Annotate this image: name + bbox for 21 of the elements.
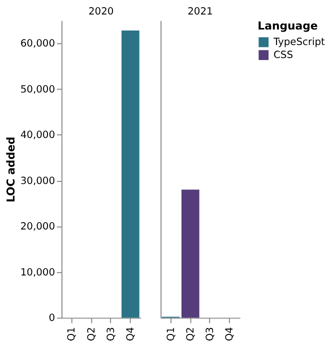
- x-tick-label: Q3: [204, 327, 216, 342]
- legend-title: Language: [258, 19, 318, 32]
- y-tick-label: 30,000: [20, 176, 55, 187]
- y-axis-title: LOC added: [4, 136, 18, 202]
- y-tick-label: 60,000: [20, 38, 55, 50]
- legend-label: TypeScript: [272, 37, 326, 48]
- chart-title: 2020: [88, 6, 114, 18]
- y-tick-label: 10,000: [20, 267, 55, 278]
- x-tick-label: Q1: [166, 327, 177, 342]
- x-tick-label: Q3: [106, 327, 117, 342]
- x-tick-label: Q4: [125, 327, 136, 342]
- x-tick-label: Q4: [224, 327, 236, 342]
- legend-label: CSS: [274, 50, 293, 62]
- y-tick-label: 0: [48, 313, 55, 324]
- x-tick-label: Q2: [185, 327, 196, 342]
- y-tick-label: 20,000: [20, 222, 55, 233]
- y-tick-label: 50,000: [20, 84, 55, 96]
- chart-title: 2021: [188, 6, 213, 18]
- x-tick-label: Q2: [86, 327, 98, 342]
- y-tick-label: 40,000: [20, 130, 55, 142]
- x-tick-label: Q1: [66, 327, 78, 342]
